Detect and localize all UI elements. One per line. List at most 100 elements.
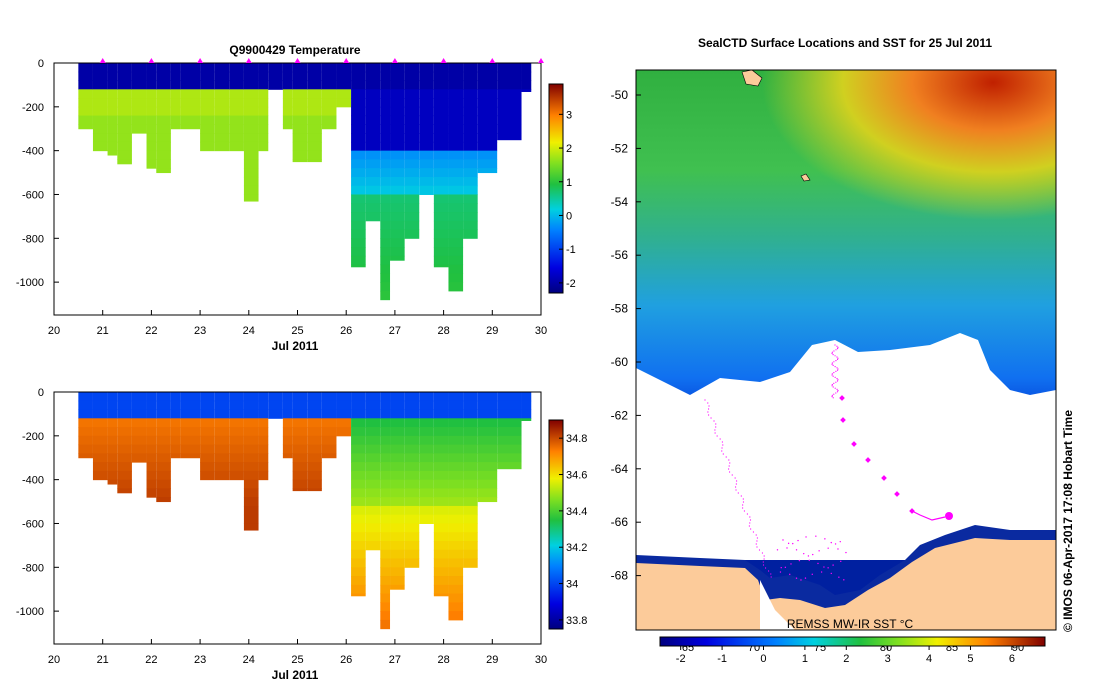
section-cell — [214, 106, 230, 117]
section-cell — [131, 115, 147, 125]
section-cell — [380, 541, 391, 551]
section-cell — [448, 602, 464, 612]
section-cell — [351, 203, 366, 213]
section-cell — [229, 400, 244, 411]
section-cell — [170, 392, 181, 402]
track-fix — [707, 414, 710, 416]
section-cell — [200, 71, 215, 82]
section-cell — [292, 115, 308, 125]
section-cell — [321, 98, 337, 108]
x-tick-label: 26 — [340, 325, 352, 337]
track-fix — [836, 391, 839, 393]
section-cell — [351, 418, 366, 428]
section-cell — [107, 80, 118, 90]
track-fix — [749, 516, 751, 518]
section-cell — [365, 532, 381, 542]
section-cell — [117, 453, 132, 463]
section-cell — [390, 549, 405, 560]
section-cell — [146, 71, 157, 82]
section-cell — [282, 418, 293, 428]
surfacing-marker — [148, 58, 155, 63]
track-fix — [704, 399, 706, 401]
section-cell — [521, 409, 532, 419]
section-cell — [365, 479, 381, 489]
section-cell — [351, 497, 366, 507]
section-cell — [433, 238, 449, 248]
section-cell — [200, 435, 215, 446]
section-cell — [243, 150, 259, 160]
section-cell — [156, 115, 171, 125]
section-cell — [200, 106, 215, 117]
y-tick-label: -1000 — [16, 606, 44, 618]
section-cell — [146, 435, 157, 446]
section-cell — [433, 462, 449, 472]
x-tick-label: 24 — [243, 654, 255, 666]
section-cell — [365, 80, 381, 90]
section-cell — [351, 584, 366, 595]
section-cell — [404, 212, 420, 222]
section-cell — [321, 392, 337, 402]
section-cell — [92, 418, 108, 428]
section-cell — [117, 418, 132, 428]
section-cell — [336, 418, 352, 428]
track-fix — [831, 384, 833, 386]
section-cell — [380, 558, 391, 568]
section-cell — [78, 427, 93, 437]
section-cell — [336, 427, 352, 437]
section-cell — [404, 497, 420, 507]
section-cell — [463, 80, 478, 90]
section-cell — [380, 549, 391, 560]
section-cell — [390, 176, 405, 187]
section-cell — [390, 63, 405, 73]
section-cell — [92, 80, 108, 90]
section-cell — [404, 523, 420, 533]
section-cell — [131, 63, 147, 73]
section-cell — [180, 80, 201, 90]
section-cell — [419, 514, 434, 524]
section-cell — [307, 98, 322, 108]
section-cell — [170, 63, 181, 73]
section-cell — [92, 89, 108, 99]
track-fix — [763, 555, 765, 557]
section-cell — [107, 89, 118, 99]
section-cell — [433, 470, 449, 481]
section-cell — [131, 106, 147, 117]
section-cell — [243, 185, 259, 195]
section-cell — [107, 409, 118, 419]
section-cell — [448, 444, 464, 454]
section-cell — [477, 89, 498, 99]
section-cell — [321, 124, 337, 130]
section-cell — [463, 229, 478, 239]
track-fix — [835, 381, 837, 383]
section-cell — [404, 194, 420, 204]
section-cell — [214, 80, 230, 90]
section-cell — [433, 558, 449, 568]
section-cell — [390, 541, 405, 551]
track-fix — [832, 564, 834, 566]
section-cell — [307, 435, 322, 446]
surfacing-marker — [99, 58, 106, 63]
section-cell — [78, 400, 93, 411]
section-cell — [243, 488, 259, 498]
antarctica-land — [636, 538, 1056, 630]
section-cell — [390, 220, 405, 231]
section-cell — [146, 479, 157, 489]
section-cell — [214, 63, 230, 73]
section-cell — [433, 418, 449, 428]
section-cell — [463, 558, 478, 568]
section-cell — [351, 150, 366, 160]
section-cell — [404, 505, 420, 516]
section-cell — [229, 418, 244, 428]
section-cell — [380, 400, 391, 411]
section-cell — [117, 71, 132, 82]
section-cell — [497, 418, 522, 428]
section-cell — [404, 392, 420, 402]
track-fix — [710, 417, 712, 419]
section-cell — [351, 488, 366, 498]
section-cell — [365, 203, 381, 213]
section-cell — [92, 71, 108, 82]
track-fix — [817, 562, 819, 565]
colorbar-tick-label: 34.6 — [566, 470, 587, 482]
surfacing-marker — [197, 58, 204, 63]
track-fix — [834, 543, 837, 545]
